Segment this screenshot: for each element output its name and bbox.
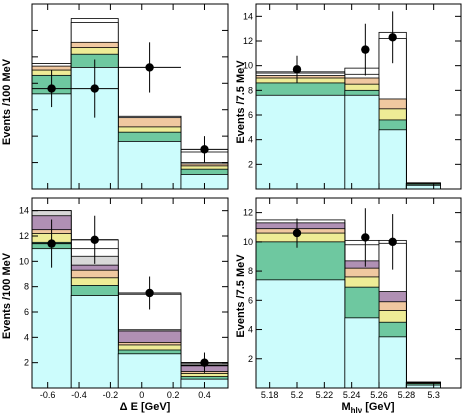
bar-1-layer-0-bin-2 xyxy=(378,129,407,190)
panel-top-left-frame xyxy=(31,3,229,190)
ytick-label-1-4: 4 xyxy=(248,135,253,145)
panel-top-right-frame xyxy=(255,3,462,190)
bar-0-layer-0-bin-0 xyxy=(31,93,72,190)
xtick-label-2-2: -0.2 xyxy=(103,390,119,400)
ytick-label-1-6: 6 xyxy=(248,110,253,120)
bar-1-layer-0-bin-0 xyxy=(255,94,346,190)
ytick-label-1-12: 12 xyxy=(243,36,253,46)
marker-1-1 xyxy=(361,45,370,54)
data-point-3-2 xyxy=(388,214,397,270)
ytick-label-2-14: 14 xyxy=(19,206,29,216)
xtick-label-2-4: 0.2 xyxy=(167,390,180,400)
data-point-1-0 xyxy=(292,55,302,83)
xtick-label-3-6: 5.3 xyxy=(427,390,440,400)
ytick-label-1-14: 14 xyxy=(243,11,253,21)
ytick-label-2-8: 8 xyxy=(24,282,29,292)
marker-2-2 xyxy=(145,288,154,298)
ytick-label-3-4: 4 xyxy=(248,325,253,335)
marker-0-3 xyxy=(200,145,209,154)
xlabel-sub: hlν xyxy=(351,406,363,415)
xtick-label-2-5: 0.4 xyxy=(198,390,211,400)
ytick-label-3-8: 8 xyxy=(248,266,253,276)
marker-2-0 xyxy=(47,239,56,248)
xtick-label-3-2: 5.22 xyxy=(316,390,334,400)
ytick-label-2-4: 4 xyxy=(24,332,29,342)
bar-3-layer-0-bin-0 xyxy=(255,279,346,389)
bar-2-layer-0-bin-2 xyxy=(117,353,182,389)
bar-1-layer-0-bin-1 xyxy=(344,94,380,190)
marker-1-0 xyxy=(292,65,302,74)
panel-bottom-left-frame xyxy=(31,197,229,389)
xlabel-unit: [GeV] xyxy=(365,401,395,413)
ytick-label-3-2: 2 xyxy=(248,354,253,364)
xtick-label-3-0: 5.18 xyxy=(261,390,279,400)
ytick-label-2-12: 12 xyxy=(19,231,29,241)
data-point-2-0 xyxy=(32,219,72,268)
bar-2-layer-0-bin-0 xyxy=(31,248,72,389)
data-point-0-0 xyxy=(32,70,72,108)
marker-2-3 xyxy=(200,358,209,367)
xtick-label-2-3: 0 xyxy=(139,390,144,400)
ytick-label-2-2: 2 xyxy=(24,358,29,368)
ytick-label-1-8: 8 xyxy=(248,85,253,95)
marker-3-1 xyxy=(361,233,370,242)
data-point-2-1 xyxy=(71,215,119,264)
ylabel-bottom-left: Events /100 MeV xyxy=(1,252,13,339)
data-point-0-3 xyxy=(180,136,228,163)
xtick-label-3-4: 5.26 xyxy=(370,390,388,400)
panel-top-right: 2 4 6 8 10 12 14 xyxy=(243,3,462,190)
ylabel-top-left: Events /100 MeV xyxy=(1,58,13,145)
ylabel-top-right: Events /7.5 MeV xyxy=(235,60,247,144)
marker-3-2 xyxy=(388,237,397,247)
ytick-label-1-2: 2 xyxy=(248,159,253,169)
marker-2-1 xyxy=(90,235,99,244)
xlabel-main: M xyxy=(341,401,350,413)
data-point-0-2 xyxy=(118,42,181,93)
marker-1-2 xyxy=(388,33,397,42)
ytick-label-3-12: 12 xyxy=(243,208,253,218)
ylabel-bottom-right: Events /7.5 MeV xyxy=(235,254,247,338)
marker-0-1 xyxy=(90,84,99,93)
xtick-label-2-1: -0.4 xyxy=(71,390,87,400)
xtick-label-3-5: 5.28 xyxy=(398,390,416,400)
bar-0-layer-0-bin-2 xyxy=(117,141,182,190)
bar-3-layer-0-bin-2 xyxy=(378,336,407,389)
ytick-label-2-6: 6 xyxy=(24,307,29,317)
bar-3-layer-0-bin-1 xyxy=(344,317,380,389)
panel-top-left xyxy=(31,3,229,190)
xtick-label-2-0: -0.6 xyxy=(40,390,56,400)
panel-bottom-right-frame xyxy=(255,197,462,389)
data-point-3-1 xyxy=(361,208,370,267)
data-point-2-2 xyxy=(118,276,181,310)
data-point-1-2 xyxy=(388,11,397,64)
data-point-2-3 xyxy=(180,352,228,373)
ytick-label-2-10: 10 xyxy=(19,256,29,266)
bar-1-layer-0-bin-3 xyxy=(405,184,441,190)
ytick-label-3-6: 6 xyxy=(248,295,253,305)
data-point-0-1 xyxy=(71,59,119,118)
marker-3-0 xyxy=(292,228,302,238)
data-point-1-1 xyxy=(361,23,370,76)
marker-0-2 xyxy=(145,63,154,72)
ytick-label-3-10: 10 xyxy=(243,237,253,247)
marker-0-0 xyxy=(47,84,56,93)
bar-2-layer-0-bin-1 xyxy=(70,295,119,389)
xtick-label-3-1: 5.2 xyxy=(291,390,304,400)
xtick-label-3-3: 5.24 xyxy=(343,390,361,400)
panel-bottom-right: 2 4 6 8 10 12 5.18 5.2 5.22 5.24 5.26 5.28 5.3 xyxy=(243,197,462,400)
panel-bottom-left: 2 4 6 8 10 12 14 -0.6 -0.4 -0.2 0 0.2 0.4 xyxy=(19,197,229,400)
ytick-label-1-10: 10 xyxy=(243,61,253,71)
data-point-3-0 xyxy=(292,218,302,248)
xlabel-bottom-right: Mhlν [GeV] xyxy=(341,401,394,415)
xlabel-bottom-left: Δ E [GeV] xyxy=(120,401,171,413)
